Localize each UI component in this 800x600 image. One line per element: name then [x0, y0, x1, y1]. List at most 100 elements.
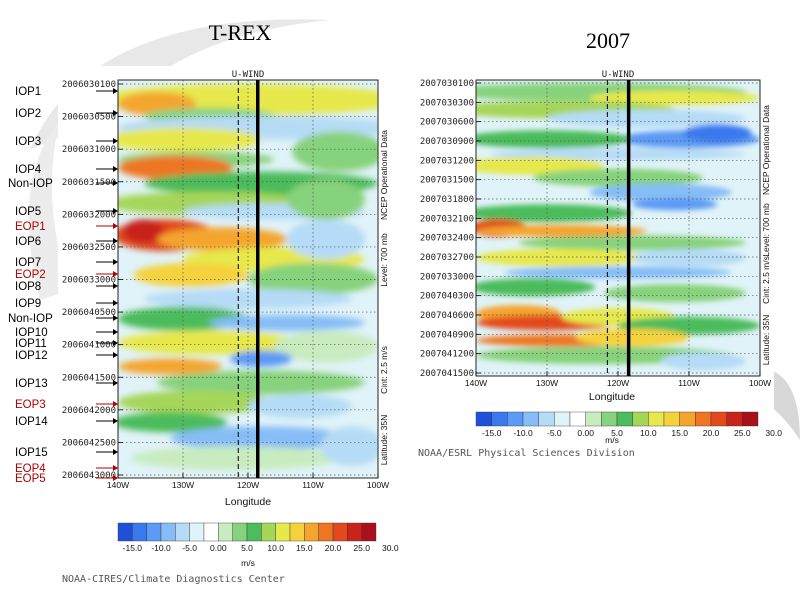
wind-band: [144, 288, 352, 309]
colorbar-swatch: [246, 522, 262, 542]
wind-band: [589, 90, 760, 106]
wind-band: [518, 235, 746, 251]
wind-band: [274, 330, 378, 363]
x-tick-label: 130W: [172, 480, 194, 490]
event-label: EOP2: [15, 269, 46, 281]
colorbar-swatch: [491, 411, 508, 427]
event-label: IOP6: [15, 236, 41, 248]
event-arrow-head: [113, 223, 118, 229]
event-arrow-head: [113, 401, 118, 407]
colorbar-swatch: [726, 411, 743, 427]
right-side-label: Cint: 2.5 m/s: [379, 346, 389, 394]
colorbar-tick-label: 0.00: [210, 543, 227, 553]
event-arrow-head: [113, 475, 118, 481]
y-tick-label: 2006043000: [62, 471, 116, 481]
y-tick-label: 2007033000: [420, 272, 474, 282]
colorbar-swatch: [507, 411, 524, 427]
event-label: IOP12: [15, 350, 48, 362]
colorbar-tick-label: -15.0: [123, 543, 143, 553]
colorbar-swatch: [203, 522, 219, 542]
wind-band: [131, 446, 339, 471]
colorbar-swatch: [663, 411, 680, 427]
colorbar-swatch: [616, 411, 633, 427]
x-tick-label: 140W: [465, 378, 487, 388]
colorbar-tick-label: 5.0: [241, 543, 253, 553]
left-hovmoller-chart: U-WIND 2006030100 2006030500 2006031000 200…: [8, 66, 399, 585]
colorbar-tick-label: -10.0: [151, 543, 171, 553]
right-side-label: Level: 700 mb: [761, 203, 771, 257]
colorbar-swatch: [742, 411, 759, 427]
event-label: IOP4: [15, 164, 42, 176]
y-tick-label: 2007040600: [420, 311, 474, 321]
left-title: T-REX: [209, 20, 272, 45]
wind-band: [603, 284, 746, 302]
colorbar-swatch: [554, 411, 571, 427]
event-arrow-head: [113, 315, 118, 321]
colorbar-tick-label: 20.0: [703, 428, 720, 438]
event-arrow-head: [113, 340, 118, 346]
event-label: IOP3: [15, 136, 41, 148]
left-chart-title: U-WIND: [232, 70, 265, 80]
event-label: IOP9: [15, 298, 41, 310]
colorbar-tick-label: 20.0: [325, 543, 342, 553]
colorbar-swatch: [160, 522, 176, 542]
colorbar-tick-label: 10.0: [640, 428, 657, 438]
event-arrow-head: [113, 418, 118, 424]
colorbar-swatch: [218, 522, 233, 542]
wind-band: [209, 314, 365, 331]
colorbar-swatch: [146, 522, 162, 542]
wind-band: [476, 130, 633, 149]
y-tick-label: 2007032700: [420, 253, 474, 263]
y-tick-label: 2006031500: [62, 178, 116, 188]
event-label: IOP8: [15, 281, 41, 293]
wind-band: [476, 225, 647, 237]
event-arrow-head: [113, 352, 118, 358]
y-tick-label: 2006040500: [62, 308, 116, 318]
x-tick-label: 120W: [607, 378, 629, 388]
colorbar-swatch: [679, 411, 696, 427]
left-colorbar-units: m/s: [241, 558, 255, 568]
event-arrow-head: [113, 380, 118, 386]
wind-band: [229, 350, 293, 367]
event-label: IOP15: [15, 447, 48, 459]
colorbar-swatch: [261, 522, 276, 542]
event-arrow-head: [113, 329, 118, 335]
event-arrow-head: [113, 300, 118, 306]
y-tick-label: 2006041000: [62, 341, 116, 351]
wind-band: [490, 148, 746, 160]
right-side-label: Latitude: 35N: [761, 315, 771, 366]
right-title: 2007: [586, 28, 630, 53]
y-tick-label: 2006033000: [62, 276, 116, 286]
x-tick-label: 130W: [536, 378, 558, 388]
event-arrow-head: [113, 259, 118, 265]
event-label: IOP14: [15, 416, 48, 428]
event-label: EOP4: [15, 463, 46, 475]
right-hovmoller-chart: U-WIND 2007030100 2007030300 2007030600 200…: [412, 66, 782, 459]
event-label: EOP5: [15, 473, 46, 485]
y-tick-label: 2007032400: [420, 234, 474, 244]
event-arrow-head: [113, 138, 118, 144]
y-tick-label: 2006042500: [62, 438, 116, 448]
event-label: IOP5: [15, 206, 41, 218]
colorbar-tick-label: 30.0: [765, 428, 782, 438]
y-tick-label: 2006041500: [62, 373, 116, 383]
event-arrow-head: [113, 283, 118, 289]
right-chart-title: U-WIND: [602, 70, 635, 80]
y-tick-label: 2007041200: [420, 350, 474, 360]
right-credit: NOAA/ESRL Physical Sciences Division: [418, 448, 635, 459]
x-tick-label: 110W: [302, 480, 324, 490]
event-label: IOP1: [15, 86, 41, 98]
colorbar-swatch: [538, 411, 555, 427]
colorbar-swatch: [175, 522, 190, 542]
colorbar-swatch: [585, 411, 602, 427]
wind-band: [248, 394, 352, 419]
wind-band: [532, 168, 704, 187]
wind-band: [632, 248, 746, 267]
event-label: IOP13: [15, 378, 48, 390]
y-tick-label: 2006030500: [62, 113, 116, 123]
colorbar-tick-label: 10.0: [267, 543, 284, 553]
y-tick-label: 2007030900: [420, 137, 474, 147]
colorbar-tick-label: -5.0: [547, 428, 562, 438]
wind-band: [118, 358, 222, 375]
